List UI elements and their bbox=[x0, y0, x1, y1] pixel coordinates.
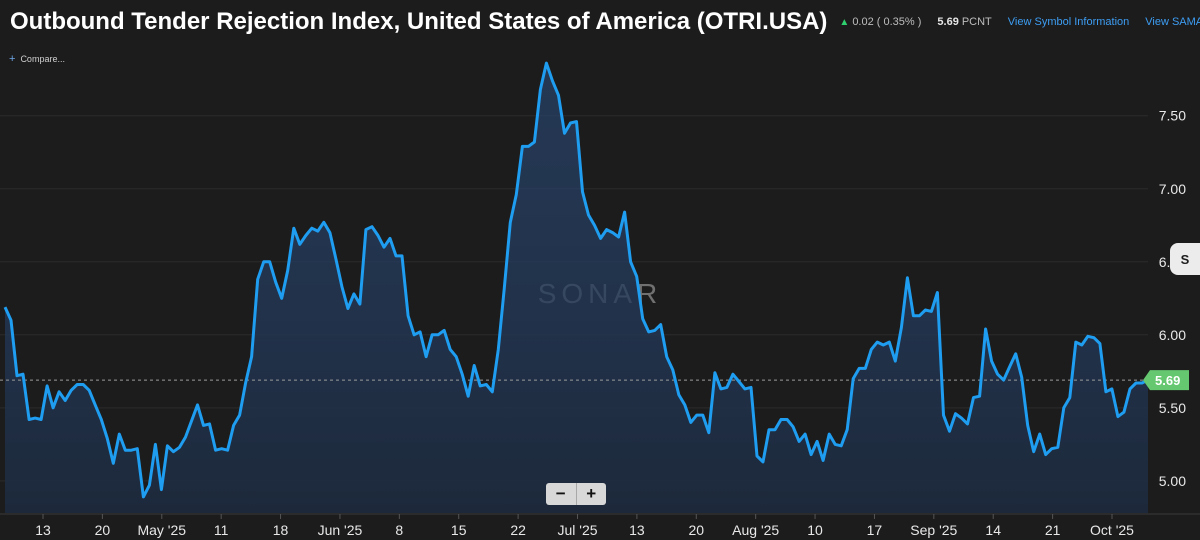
current-value-badge-bg bbox=[1143, 370, 1189, 391]
x-axis: 13 20 May '25 11 18 Jun '25 8 15 22 Jul '25 13 20 Au… bbox=[0, 513, 1200, 538]
side-panel-button-label: S bbox=[1180, 251, 1190, 267]
x-tick-label: 11 bbox=[214, 522, 229, 538]
x-tick-label: 13 bbox=[35, 522, 51, 538]
x-tick-label: 14 bbox=[985, 522, 1001, 538]
current-value: 5.69 bbox=[937, 16, 959, 28]
x-tick-label: Jun '25 bbox=[318, 522, 363, 538]
x-tick-label: 20 bbox=[95, 522, 111, 538]
zoom-in-button[interactable]: + bbox=[586, 484, 597, 503]
x-tick-label: Jul '25 bbox=[557, 522, 597, 538]
series-area bbox=[5, 63, 1148, 513]
plus-icon: + bbox=[9, 53, 16, 65]
y-tick-label: 7.00 bbox=[1159, 181, 1186, 197]
unit-label: PCNT bbox=[961, 16, 992, 28]
x-tick-label: 20 bbox=[688, 522, 704, 538]
compare-button[interactable]: + Compare... bbox=[9, 53, 65, 65]
zoom-out-button[interactable]: − bbox=[546, 483, 577, 505]
compare-label: Compare... bbox=[20, 54, 65, 64]
x-tick-label: Oct '25 bbox=[1090, 522, 1134, 538]
series-line bbox=[3, 61, 1149, 499]
x-tick-label: 15 bbox=[451, 522, 467, 538]
zoom-controls: − + bbox=[546, 483, 606, 505]
x-tick-label: Sep '25 bbox=[910, 522, 957, 538]
y-axis: 5.005.506.006.507.007.50 bbox=[1159, 108, 1186, 489]
x-tick-label: 13 bbox=[629, 522, 645, 538]
x-tick-label: 22 bbox=[510, 522, 526, 538]
x-tick-label: May '25 bbox=[137, 522, 186, 538]
current-value-badge: 5.69 bbox=[1143, 370, 1189, 391]
current-value-badge-label: 5.69 bbox=[1155, 373, 1180, 388]
y-tick-label: 7.50 bbox=[1159, 108, 1186, 124]
view-symbol-info-link[interactable]: View Symbol Information bbox=[1007, 16, 1130, 28]
change-indicator: ▲ 0.02 ( 0.35% ) bbox=[839, 16, 921, 28]
up-arrow-icon: ▲ bbox=[839, 16, 850, 28]
x-tick-label: 8 bbox=[395, 522, 403, 538]
view-sama-link[interactable]: View SAMA (6mo) bbox=[1145, 16, 1200, 28]
side-panel-button[interactable]: S bbox=[1170, 243, 1200, 275]
y-tick-label: 5.00 bbox=[1159, 473, 1186, 489]
x-tick-label: 18 bbox=[273, 522, 289, 538]
page-title: Outbound Tender Rejection Index, United … bbox=[10, 8, 828, 35]
y-tick-label: 6.00 bbox=[1159, 327, 1186, 343]
change-value: 0.02 ( 0.35% ) bbox=[852, 16, 922, 28]
x-tick-label: 17 bbox=[867, 522, 883, 538]
y-tick-label: 5.50 bbox=[1159, 400, 1186, 416]
x-tick-label: Aug '25 bbox=[732, 522, 779, 538]
chart-header: Outbound Tender Rejection Index, United … bbox=[0, 0, 1200, 44]
x-tick-label: 10 bbox=[807, 522, 823, 538]
x-tick-label: 21 bbox=[1045, 522, 1061, 538]
